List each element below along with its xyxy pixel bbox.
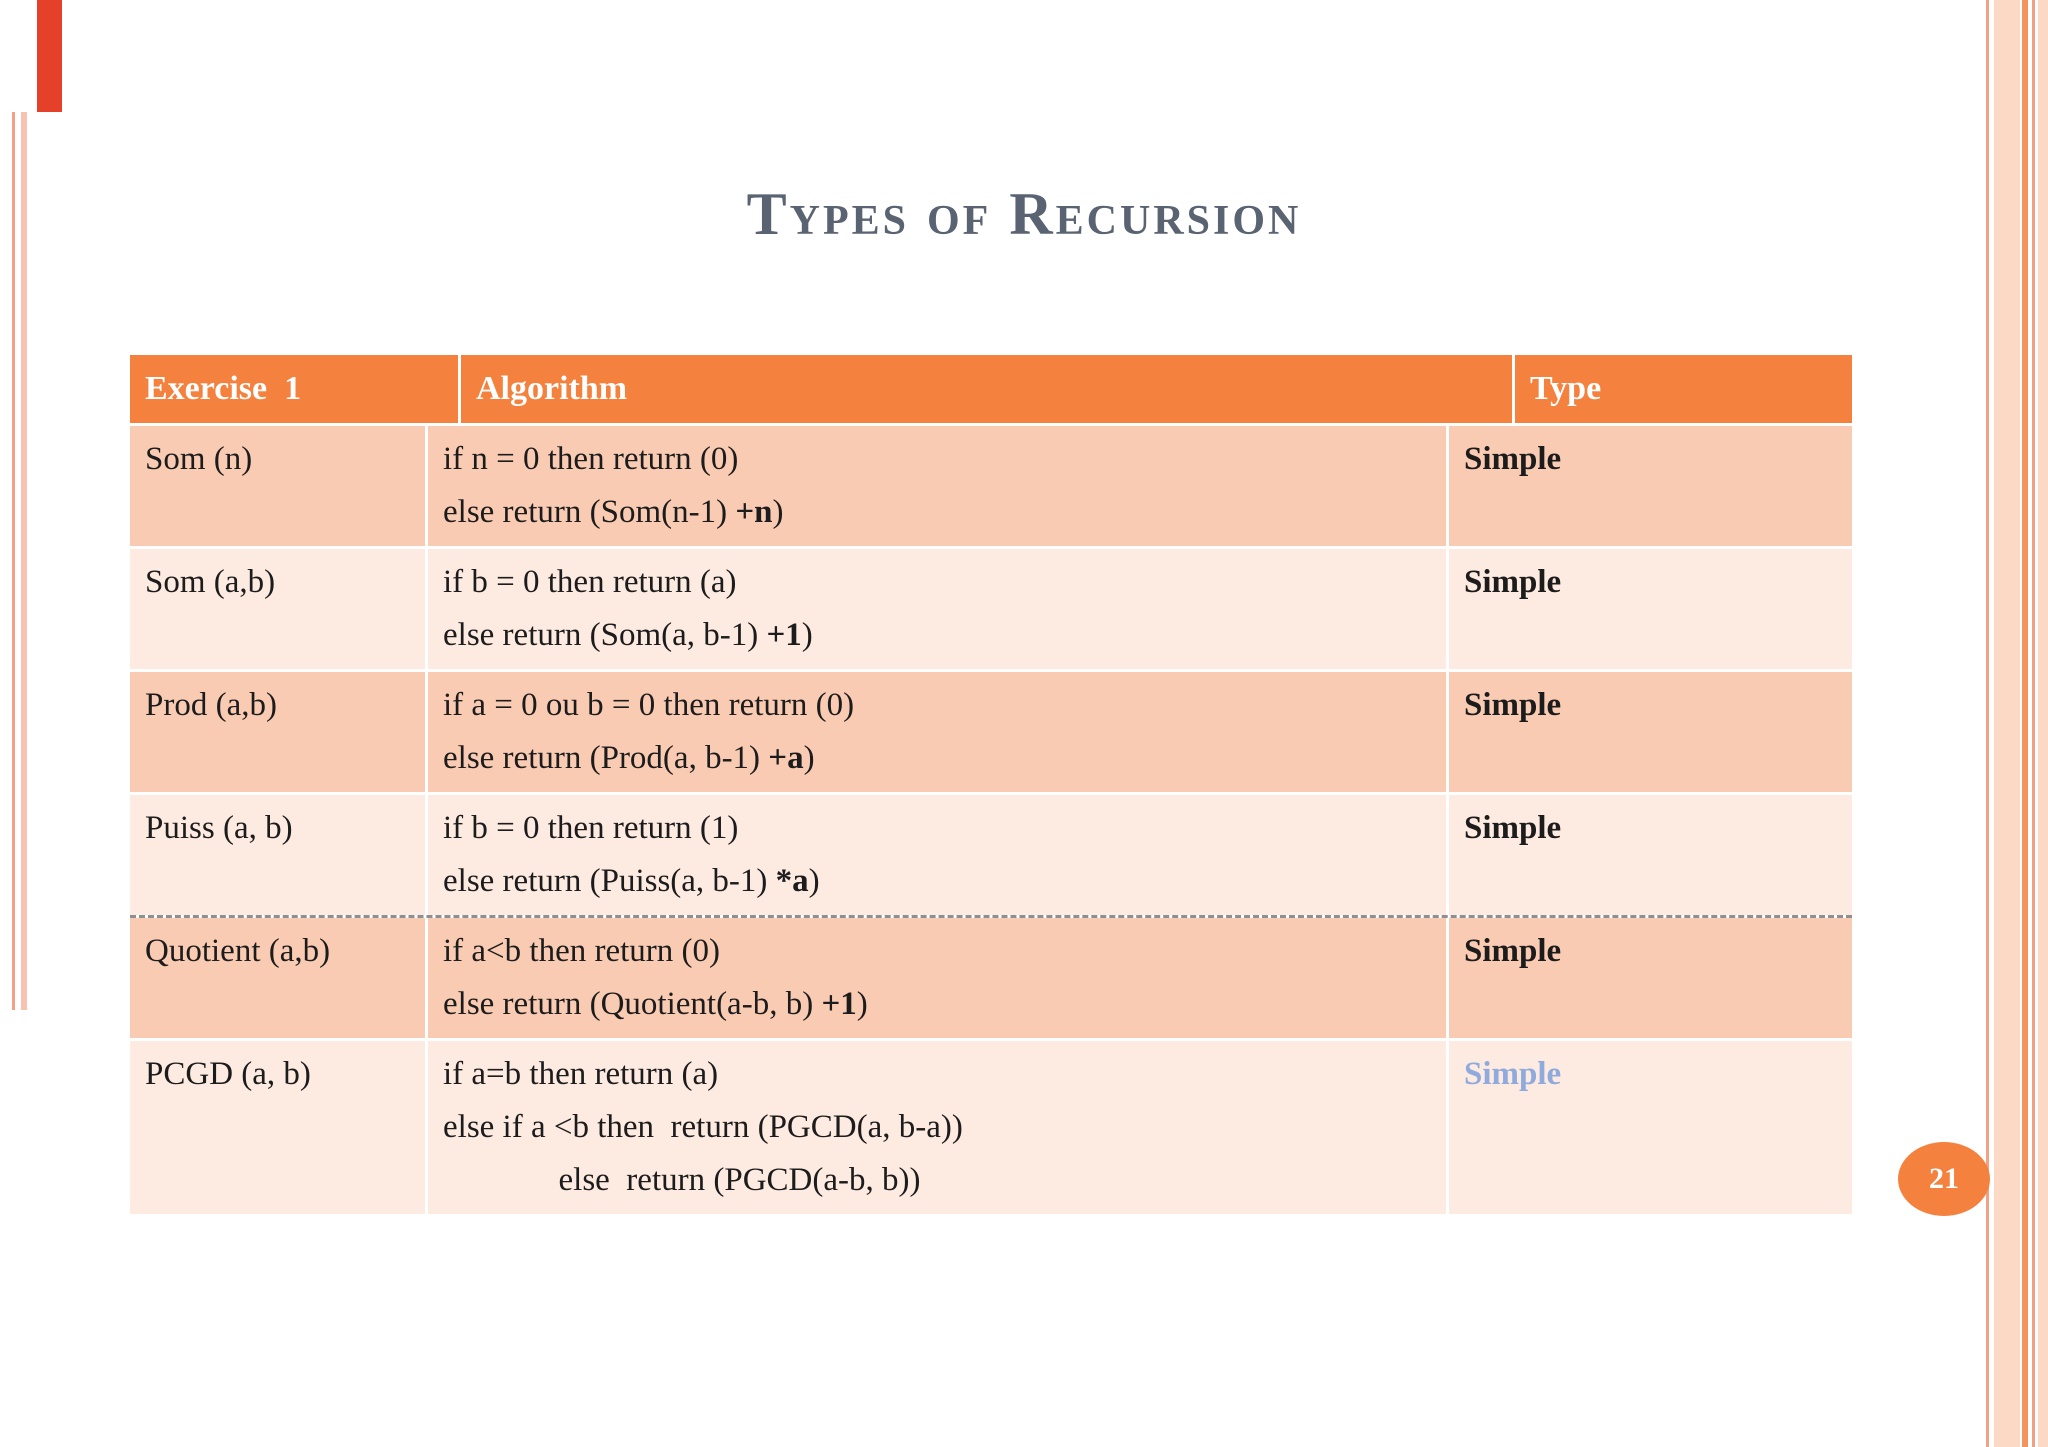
page-number: 21: [1929, 1162, 1959, 1195]
algorithm-line: else return (Som(a, b-1) +1): [443, 617, 813, 653]
table-body: Som (n) if n = 0 then return (0) else ret…: [130, 423, 1852, 1214]
table-row: PCGD (a, b) if a=b then return (a) else i…: [130, 1038, 1852, 1214]
header-algorithm: Algorithm: [461, 355, 1515, 423]
algorithm-line: else return (Som(n-1) +n): [443, 494, 784, 530]
right-stripe-thin-2: [2032, 0, 2035, 1447]
type-cell: Simple: [1464, 810, 1562, 846]
type-cell: Simple: [1464, 1056, 1562, 1092]
table-header-row: Exercise 1 Algorithm Type: [130, 355, 1852, 423]
corner-accent-rect: [37, 0, 62, 112]
table-row: Som (a,b) if b = 0 then return (a) else r…: [130, 546, 1852, 669]
algorithm-line: if a = 0 ou b = 0 then return (0): [443, 687, 855, 723]
page-number-badge: 21: [1898, 1142, 1990, 1216]
right-stripe-thin-1: [1986, 0, 1989, 1447]
type-cell: Simple: [1464, 933, 1562, 969]
exercise-cell: Som (n): [130, 426, 428, 546]
algorithm-line: else return (Prod(a, b-1) +a): [443, 740, 815, 776]
exercise-cell: Quotient (a,b): [130, 918, 428, 1038]
right-stripe-edge-band: [2038, 0, 2048, 1447]
header-type: Type: [1530, 370, 1602, 407]
left-stripe-wide: [21, 112, 27, 1010]
algorithm-cell: if b = 0 then return (a) else return (Som…: [428, 549, 1449, 669]
exercise-cell: PCGD (a, b): [130, 1041, 428, 1214]
algorithm-line: if n = 0 then return (0): [443, 441, 739, 477]
type-cell: Simple: [1464, 441, 1562, 477]
table-row: Puiss (a, b) if b = 0 then return (1) els…: [130, 792, 1852, 915]
algorithm-line: if b = 0 then return (a): [443, 564, 737, 600]
recursion-table: Exercise 1 Algorithm Type Som (n) if n =…: [130, 355, 1852, 1214]
right-stripe-mid: [2022, 0, 2028, 1447]
exercise-cell: Prod (a,b): [130, 672, 428, 792]
algorithm-line: if a<b then return (0): [443, 933, 721, 969]
slide-title: Types of Recursion: [746, 181, 1302, 247]
exercise-cell: Puiss (a, b): [130, 795, 428, 915]
algorithm-line: else return (Puiss(a, b-1) *a): [443, 863, 820, 899]
type-cell: Simple: [1464, 687, 1562, 723]
algorithm-cell: if b = 0 then return (1) else return (Pui…: [428, 795, 1449, 915]
table-row: Som (n) if n = 0 then return (0) else ret…: [130, 423, 1852, 546]
algorithm-cell: if a = 0 ou b = 0 then return (0) else re…: [428, 672, 1449, 792]
table-row: Prod (a,b) if a = 0 ou b = 0 then return…: [130, 669, 1852, 792]
algorithm-line: if a=b then return (a): [443, 1056, 719, 1092]
header-exercise: Exercise 1: [130, 355, 461, 423]
algorithm-cell: if n = 0 then return (0) else return (Som…: [428, 426, 1449, 546]
algorithm-line: else if a <b then return (PGCD(a, b-a)): [443, 1109, 963, 1145]
algorithm-cell: if a<b then return (0) else return (Quoti…: [428, 918, 1449, 1038]
table-row: Quotient (a,b) if a<b then return (0) els…: [130, 915, 1852, 1038]
algorithm-line: else return (Quotient(a-b, b) +1): [443, 986, 868, 1022]
exercise-cell: Som (a,b): [130, 549, 428, 669]
right-stripe-band: [1994, 0, 2020, 1447]
algorithm-line: if b = 0 then return (1): [443, 810, 739, 846]
type-cell: Simple: [1464, 564, 1562, 600]
algorithm-cell: if a=b then return (a) else if a <b then …: [428, 1041, 1449, 1214]
left-stripe-thin: [12, 112, 15, 1010]
algorithm-line: else return (PGCD(a-b, b)): [443, 1162, 921, 1198]
